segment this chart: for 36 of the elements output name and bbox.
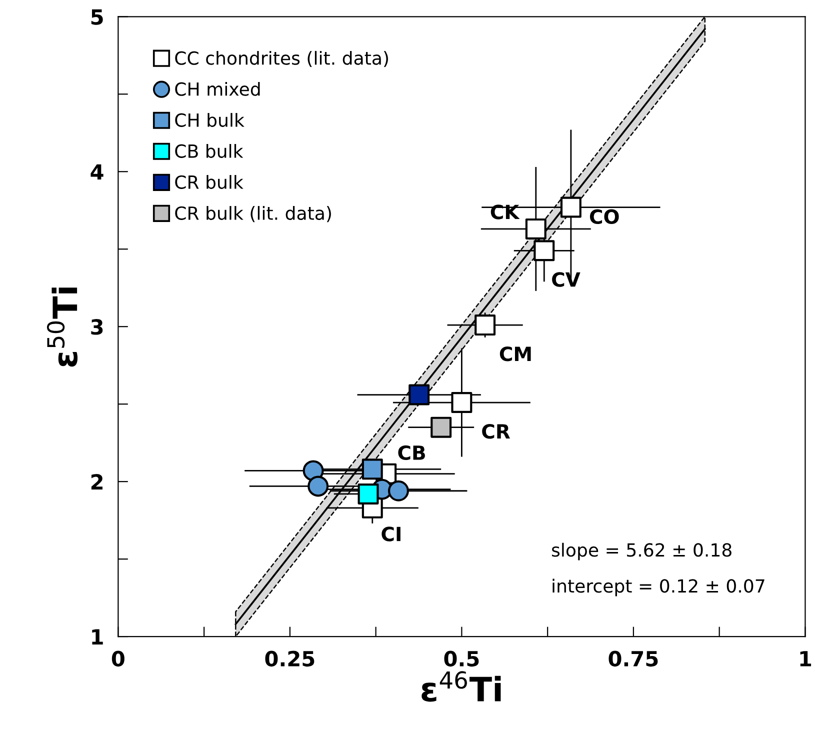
legend-label: CC chondrites (lit. data) [175,50,388,68]
point [388,480,409,502]
y-tick-label: 4 [90,164,104,180]
data-label: CM [500,346,531,362]
point [430,416,452,438]
data-label: CR [482,424,510,439]
point [308,476,329,497]
x-axis-title: ε$^{46}$Ti [422,671,501,702]
x-tick-label: 1 [800,651,812,666]
legend-label: CR bulk (lit. data) [175,206,331,222]
point [362,458,383,480]
point [560,196,582,218]
x-tick-label: 0.25 [265,650,314,667]
y-tick-label: 3 [91,319,103,335]
point [358,483,379,504]
x-tick-label: 0.75 [608,650,658,667]
y-tick-label: 1 [92,629,103,644]
annotation: slope = 5.62 ± 0.18 [552,542,732,560]
data-label: CO [590,209,619,224]
data-label: CI [382,526,400,542]
x-tick-label: 0.5 [444,650,479,667]
point [534,240,555,262]
point [474,314,496,336]
x-tick-label: 0 [112,650,124,667]
point [525,218,546,240]
annotation: intercept = 0.12 ± 0.07 [552,578,764,596]
y-tick-label: 5 [91,9,103,25]
data-label: CB [398,445,425,460]
point [451,392,472,414]
point [408,384,430,406]
legend-label: CB bulk [175,144,244,158]
legend-label: CR bulk [175,175,244,189]
y-axis-title: ε$^{50}$Ti [46,288,78,367]
legend-label: CH mixed [175,82,260,96]
legend-label: CH bulk [175,112,244,127]
y-tick-label: 2 [91,474,102,490]
